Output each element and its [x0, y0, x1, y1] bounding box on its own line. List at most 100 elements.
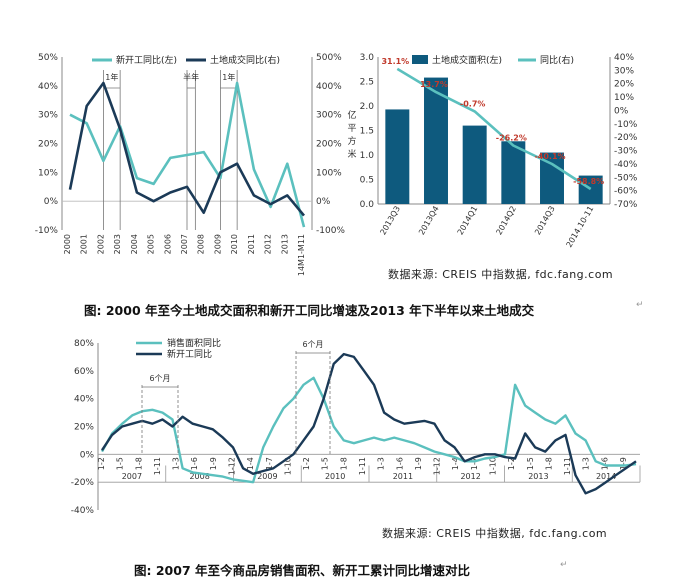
chart2-right-tick: 0% [614, 106, 629, 116]
chart2-right-tick: -70% [614, 200, 638, 210]
chart2-legend-label: 同比(右) [540, 54, 574, 66]
chart2-left-tick: 0.0 [360, 200, 375, 210]
chart3-month-tick: 1-6 [600, 457, 609, 470]
chart3-month-tick: 1-10 [283, 457, 292, 475]
chart1-left-tick: 0% [44, 197, 59, 207]
chart1-x-tick: 2002 [96, 234, 105, 254]
chart3-month-tick: 1-4 [451, 457, 460, 470]
chart1-x-tick: 2011 [247, 234, 256, 254]
chart2-bar [462, 125, 487, 204]
chart2-left-tick: 3.0 [360, 53, 375, 63]
chart2-x-tick: 2014Q1 [456, 205, 480, 237]
return-mark-bottom: ↵ [560, 560, 568, 570]
chart3-month-tick: 1-12 [228, 457, 237, 475]
chart2-right-tick: 40% [614, 53, 634, 63]
chart2-left-tick: 1.5 [360, 127, 374, 137]
chart2-data-label: -58.8% [573, 177, 604, 186]
chart2-right-tick: -20% [614, 133, 638, 143]
chart1-right-tick: 100% [316, 168, 342, 178]
chart2-bar [424, 77, 448, 204]
chart3-month-tick: 1-5 [526, 457, 535, 470]
chart3-year-label: 2010 [325, 472, 345, 481]
chart3-year-label: 2011 [393, 472, 413, 481]
chart1-x-tick: 2013 [280, 234, 289, 254]
chart1-series-line [68, 81, 306, 217]
chart3-month-tick: 1-2 [507, 457, 516, 470]
chart2-yoy-line [396, 67, 592, 191]
chart3-month-tick: 1-6 [190, 457, 199, 470]
chart3-y-tick: 20% [74, 423, 94, 433]
chart1-legend-label: 土地成交同比(右) [210, 54, 280, 66]
chart2-ylabel-char: 方 [347, 135, 356, 147]
chart3-month-tick: 1-3 [172, 457, 181, 470]
chart3-year-label: 2009 [257, 472, 277, 481]
chart2-bar [501, 141, 526, 204]
chart2-legend-swatch [412, 55, 428, 64]
chart3-month-tick: 1-5 [321, 457, 330, 470]
chart2-ylabel-char: 亿 [347, 109, 356, 121]
chart3-month-tick: 1-5 [116, 457, 125, 470]
chart3-month-tick: 1-11 [153, 457, 162, 475]
chart1-right-tick: 400% [316, 82, 342, 92]
chart1-x-tick: 14M1-M11 [297, 234, 306, 276]
chart3-month-tick: 1-9 [619, 457, 628, 470]
chart1-x-tick: 2005 [147, 234, 156, 254]
chart1-legend-label: 新开工同比(左) [116, 54, 177, 66]
chart2-right-tick: -30% [614, 147, 638, 157]
chart2-data-label: -0.7% [460, 99, 486, 108]
chart2-data-label: -40.1% [534, 152, 565, 161]
chart1-x-tick: 2004 [130, 234, 139, 254]
chart2-data-label: -26.2% [496, 133, 527, 142]
chart2-data-label: 31.1% [381, 57, 409, 66]
chart2-x-tick: 2013Q4 [417, 205, 441, 237]
chart3-month-tick: 1-2 [302, 457, 311, 470]
chart3-month-tick: 1-6 [395, 457, 404, 470]
chart2-x-tick: 2014Q3 [533, 205, 557, 237]
chart1-right-tick: 300% [316, 111, 342, 121]
chart3-month-tick: 1-7 [470, 457, 479, 470]
chart3-legend-label: 销售面积同比 [167, 337, 221, 349]
chart3-year-label: 2012 [460, 472, 480, 481]
return-mark-top: ↵ [636, 300, 644, 310]
chart1-anno-label: 1年 [105, 72, 118, 82]
chart1-x-tick: 2006 [163, 234, 172, 254]
chart3-month-tick: 1-11 [563, 457, 572, 475]
chart3-month-tick: 1-11 [358, 457, 367, 475]
chart1-x-tick: 2007 [180, 234, 189, 254]
chart1-x-tick: 2010 [230, 234, 239, 254]
chart3-y-tick: 40% [74, 395, 94, 405]
chart1-x-tick: 2003 [113, 234, 122, 254]
chart3-month-tick: 1-8 [134, 457, 143, 470]
chart3-month-tick: 1-3 [582, 457, 591, 470]
chart3-month-tick: 1-3 [377, 457, 386, 470]
chart3-year-label: 2014 [596, 472, 616, 481]
chart1-x-tick: 2008 [197, 234, 206, 254]
bottom-source-text: 数据来源: CREIS 中指数据, fdc.fang.com [382, 527, 608, 540]
chart2-x-tick: 2014Q2 [494, 205, 518, 237]
chart1-right-tick: 200% [316, 140, 342, 150]
chart2-right-tick: 20% [614, 80, 634, 90]
chart2-ylabel-char: 平 [347, 123, 356, 134]
chart2-x-tick: 2013Q3 [378, 205, 402, 237]
chart3-series-line [100, 376, 637, 484]
chart1-right-tick: 500% [316, 53, 342, 63]
chart3-year-label: 2008 [189, 472, 209, 481]
chart3-year-label: 2007 [122, 472, 142, 481]
top-source-text: 数据来源: CREIS 中指数据, fdc.fang.com [388, 268, 614, 281]
chart2-left-tick: 0.5 [360, 176, 374, 186]
chart2-ylabel-char: 米 [347, 148, 356, 160]
chart2-right-tick: -50% [614, 173, 638, 183]
chart1-series-line [69, 81, 306, 228]
chart2-x-tick: 2014.10-11 [565, 205, 596, 249]
chart3-month-tick: 1-8 [339, 457, 348, 470]
chart2-bar [540, 152, 564, 204]
chart3-y-tick: 0% [80, 450, 95, 460]
chart2-bar [385, 109, 410, 204]
chart2-right-tick: -40% [614, 160, 638, 170]
chart3-y-tick: 80% [74, 339, 94, 349]
chart1-right-tick: 0% [316, 197, 331, 207]
chart3-legend-label: 新开工同比 [167, 348, 212, 360]
chart1-x-tick: 2000 [63, 234, 72, 254]
chart2-right-tick: 10% [614, 93, 634, 103]
chart3-month-tick: 1-4 [246, 457, 255, 470]
